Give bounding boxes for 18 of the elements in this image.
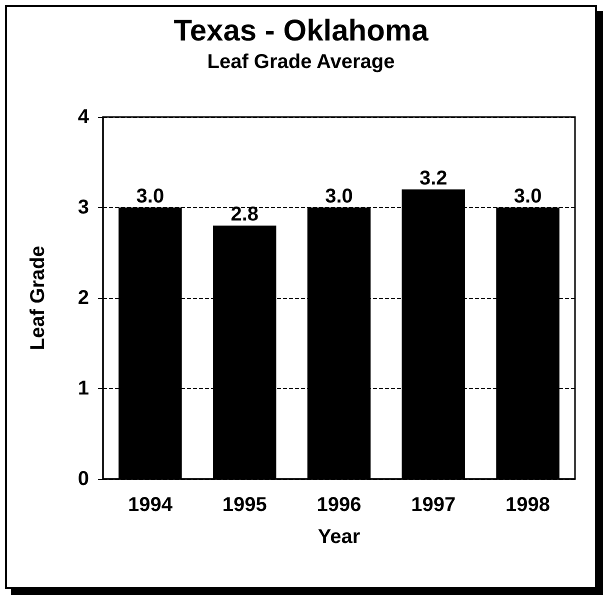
y-tick-label: 2 xyxy=(78,287,89,309)
y-tick-label: 3 xyxy=(78,196,89,218)
chart-title: Texas - Oklahoma xyxy=(174,14,429,48)
data-label: 3.2 xyxy=(419,167,448,190)
x-tick-label: 1996 xyxy=(316,494,362,516)
y-tick-label: 4 xyxy=(78,106,90,128)
x-axis-title: Year xyxy=(318,526,360,548)
x-tick-label: 1998 xyxy=(506,494,550,516)
y-tick-label: 0 xyxy=(78,468,89,490)
data-label: 3.0 xyxy=(514,186,542,208)
chart-subtitle: Leaf Grade Average xyxy=(207,51,395,73)
x-tick-label: 1995 xyxy=(222,494,267,516)
y-axis-title: Leaf Grade xyxy=(27,246,49,350)
y-tick-label: 1 xyxy=(78,378,89,400)
x-tick-label: 1997 xyxy=(411,494,456,516)
data-label: 3.0 xyxy=(325,186,353,208)
data-label: 3.0 xyxy=(136,186,164,208)
x-tick-label: 1994 xyxy=(128,494,174,516)
